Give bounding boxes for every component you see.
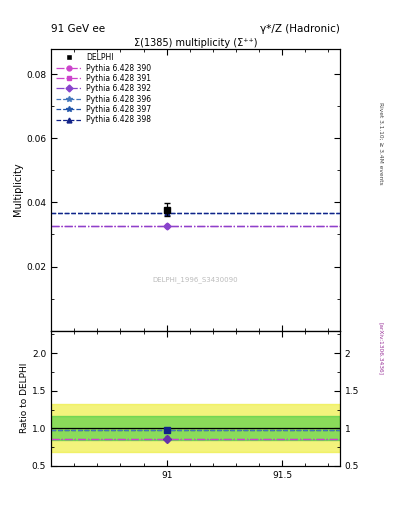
Text: DELPHI_1996_S3430090: DELPHI_1996_S3430090	[153, 276, 238, 283]
Y-axis label: Ratio to DELPHI: Ratio to DELPHI	[20, 363, 29, 434]
Text: 91 GeV ee: 91 GeV ee	[51, 24, 105, 34]
Bar	[51, 404, 340, 453]
Text: Rivet 3.1.10; ≥ 3.4M events: Rivet 3.1.10; ≥ 3.4M events	[378, 102, 383, 185]
Text: [arXiv:1306.3436]: [arXiv:1306.3436]	[378, 322, 383, 375]
Title: Σ(1385) multiplicity (Σ⁺⁺): Σ(1385) multiplicity (Σ⁺⁺)	[134, 38, 257, 48]
Bar	[51, 416, 340, 440]
Y-axis label: Multiplicity: Multiplicity	[13, 163, 23, 217]
Legend: DELPHI, Pythia 6.428 390, Pythia 6.428 391, Pythia 6.428 392, Pythia 6.428 396, : DELPHI, Pythia 6.428 390, Pythia 6.428 3…	[53, 50, 154, 127]
Text: γ*/Z (Hadronic): γ*/Z (Hadronic)	[260, 24, 340, 34]
